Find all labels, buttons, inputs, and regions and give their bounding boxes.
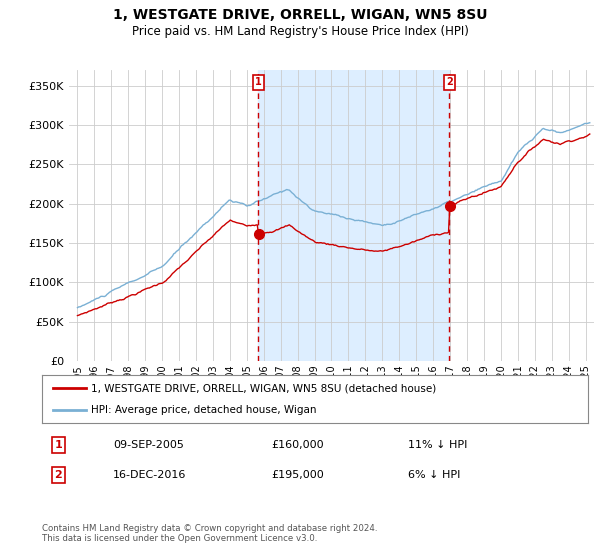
Text: 16-DEC-2016: 16-DEC-2016	[113, 470, 187, 480]
Bar	[259, 70, 449, 361]
Text: Contains HM Land Registry data © Crown copyright and database right 2024.
This d: Contains HM Land Registry data © Crown c…	[42, 524, 377, 543]
Text: Price paid vs. HM Land Registry's House Price Index (HPI): Price paid vs. HM Land Registry's House …	[131, 25, 469, 38]
Text: £160,000: £160,000	[271, 440, 324, 450]
Text: 1, WESTGATE DRIVE, ORRELL, WIGAN, WN5 8SU: 1, WESTGATE DRIVE, ORRELL, WIGAN, WN5 8S…	[113, 8, 487, 22]
Text: 2: 2	[55, 470, 62, 480]
Text: 11% ↓ HPI: 11% ↓ HPI	[408, 440, 467, 450]
Text: 6% ↓ HPI: 6% ↓ HPI	[408, 470, 460, 480]
Text: £195,000: £195,000	[271, 470, 324, 480]
Text: HPI: Average price, detached house, Wigan: HPI: Average price, detached house, Wiga…	[91, 405, 317, 415]
Text: 1: 1	[55, 440, 62, 450]
Text: 09-SEP-2005: 09-SEP-2005	[113, 440, 184, 450]
Text: 1: 1	[255, 77, 262, 87]
Text: 2: 2	[446, 77, 453, 87]
Text: 1, WESTGATE DRIVE, ORRELL, WIGAN, WN5 8SU (detached house): 1, WESTGATE DRIVE, ORRELL, WIGAN, WN5 8S…	[91, 383, 436, 393]
